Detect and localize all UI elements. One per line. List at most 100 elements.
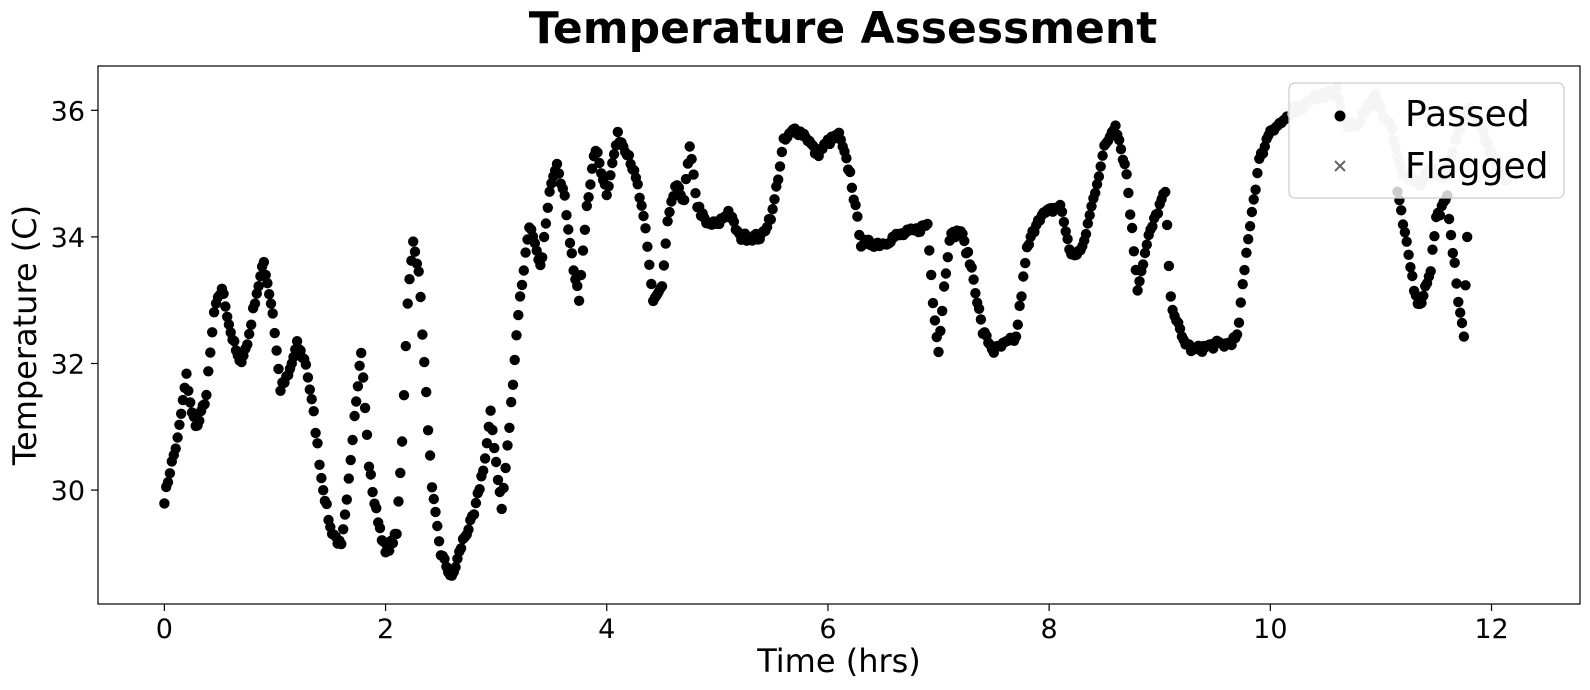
data-point — [479, 453, 491, 464]
data-point — [1252, 167, 1263, 179]
data-point — [776, 146, 788, 158]
data-point — [428, 493, 439, 505]
data-point — [417, 329, 428, 340]
legend-flagged-label: Flagged — [1405, 146, 1548, 187]
data-point — [1455, 307, 1466, 318]
data-point — [246, 319, 257, 330]
data-point — [922, 218, 933, 230]
data-point — [258, 256, 270, 268]
data-point — [361, 429, 373, 440]
data-point — [592, 147, 603, 158]
data-point — [690, 188, 701, 199]
data-point — [504, 422, 515, 433]
data-point — [970, 288, 981, 299]
data-point — [968, 274, 979, 285]
data-point — [1425, 266, 1436, 277]
data-point — [660, 238, 671, 249]
data-point — [487, 424, 498, 436]
data-point — [511, 330, 522, 341]
data-point — [644, 259, 655, 270]
data-point — [343, 473, 354, 484]
chart-title: Temperature Assessment — [529, 3, 1158, 54]
data-point — [170, 443, 181, 454]
data-point — [1445, 229, 1457, 241]
y-tick-label: 30 — [51, 476, 85, 507]
data-point — [1010, 331, 1022, 342]
data-point — [623, 150, 635, 161]
data-point — [409, 246, 421, 257]
data-point — [937, 305, 948, 317]
data-point — [1163, 260, 1175, 272]
data-point — [553, 168, 565, 179]
data-point — [1231, 329, 1243, 340]
x-axis-label: Time (hrs) — [756, 642, 921, 680]
data-point — [358, 372, 369, 383]
data-point — [432, 520, 443, 532]
data-point — [402, 298, 413, 309]
data-point — [336, 538, 347, 550]
data-point — [1114, 134, 1125, 146]
x-tick-label: 2 — [377, 614, 394, 645]
data-point — [773, 174, 784, 185]
data-point — [413, 266, 424, 277]
data-point — [502, 440, 513, 451]
data-point — [201, 389, 212, 401]
data-point — [302, 372, 314, 383]
data-point — [646, 278, 657, 290]
data-point — [586, 163, 598, 174]
data-point — [656, 281, 668, 292]
data-point — [164, 468, 176, 479]
data-point — [959, 235, 970, 247]
data-point — [1012, 319, 1023, 330]
data-point — [393, 496, 404, 507]
y-axis-label: Temperature (C) — [6, 205, 44, 466]
data-point — [605, 170, 616, 181]
x-tick-label: 10 — [1253, 614, 1287, 645]
data-point — [568, 265, 579, 276]
data-point — [1248, 194, 1259, 205]
data-point — [162, 477, 174, 488]
data-point — [642, 241, 653, 252]
data-point — [1427, 244, 1438, 255]
data-point — [306, 394, 317, 405]
data-point — [316, 472, 327, 484]
data-point — [199, 399, 210, 410]
data-point — [585, 179, 596, 190]
data-point — [572, 280, 583, 292]
legend-passed-label: Passed — [1405, 94, 1530, 135]
data-point — [1062, 233, 1073, 245]
data-point — [300, 359, 312, 370]
data-point — [1128, 246, 1140, 257]
data-point — [365, 469, 376, 480]
data-point — [520, 247, 531, 258]
data-point — [181, 368, 192, 379]
data-point — [1134, 276, 1145, 287]
data-point — [395, 467, 406, 479]
data-point — [581, 200, 592, 212]
data-point — [359, 402, 371, 414]
data-point — [507, 379, 519, 390]
data-point — [765, 214, 776, 225]
data-point — [1405, 262, 1416, 273]
plot-frame — [97, 65, 1581, 605]
data-point — [1453, 296, 1464, 308]
data-point — [439, 553, 450, 565]
data-point — [398, 390, 410, 401]
data-point — [312, 438, 323, 449]
data-point — [194, 415, 205, 426]
data-point — [634, 192, 645, 203]
data-point — [632, 179, 643, 190]
data-point — [468, 509, 480, 520]
data-point — [973, 303, 985, 314]
data-point — [1403, 249, 1414, 260]
data-point — [496, 503, 507, 515]
data-point — [962, 246, 974, 258]
data-point — [1244, 221, 1256, 232]
data-point — [933, 346, 944, 358]
data-point — [304, 384, 315, 395]
data-point — [636, 200, 647, 211]
data-point — [450, 562, 461, 573]
data-point — [935, 325, 946, 337]
data-point — [253, 281, 264, 292]
data-point — [176, 408, 187, 419]
